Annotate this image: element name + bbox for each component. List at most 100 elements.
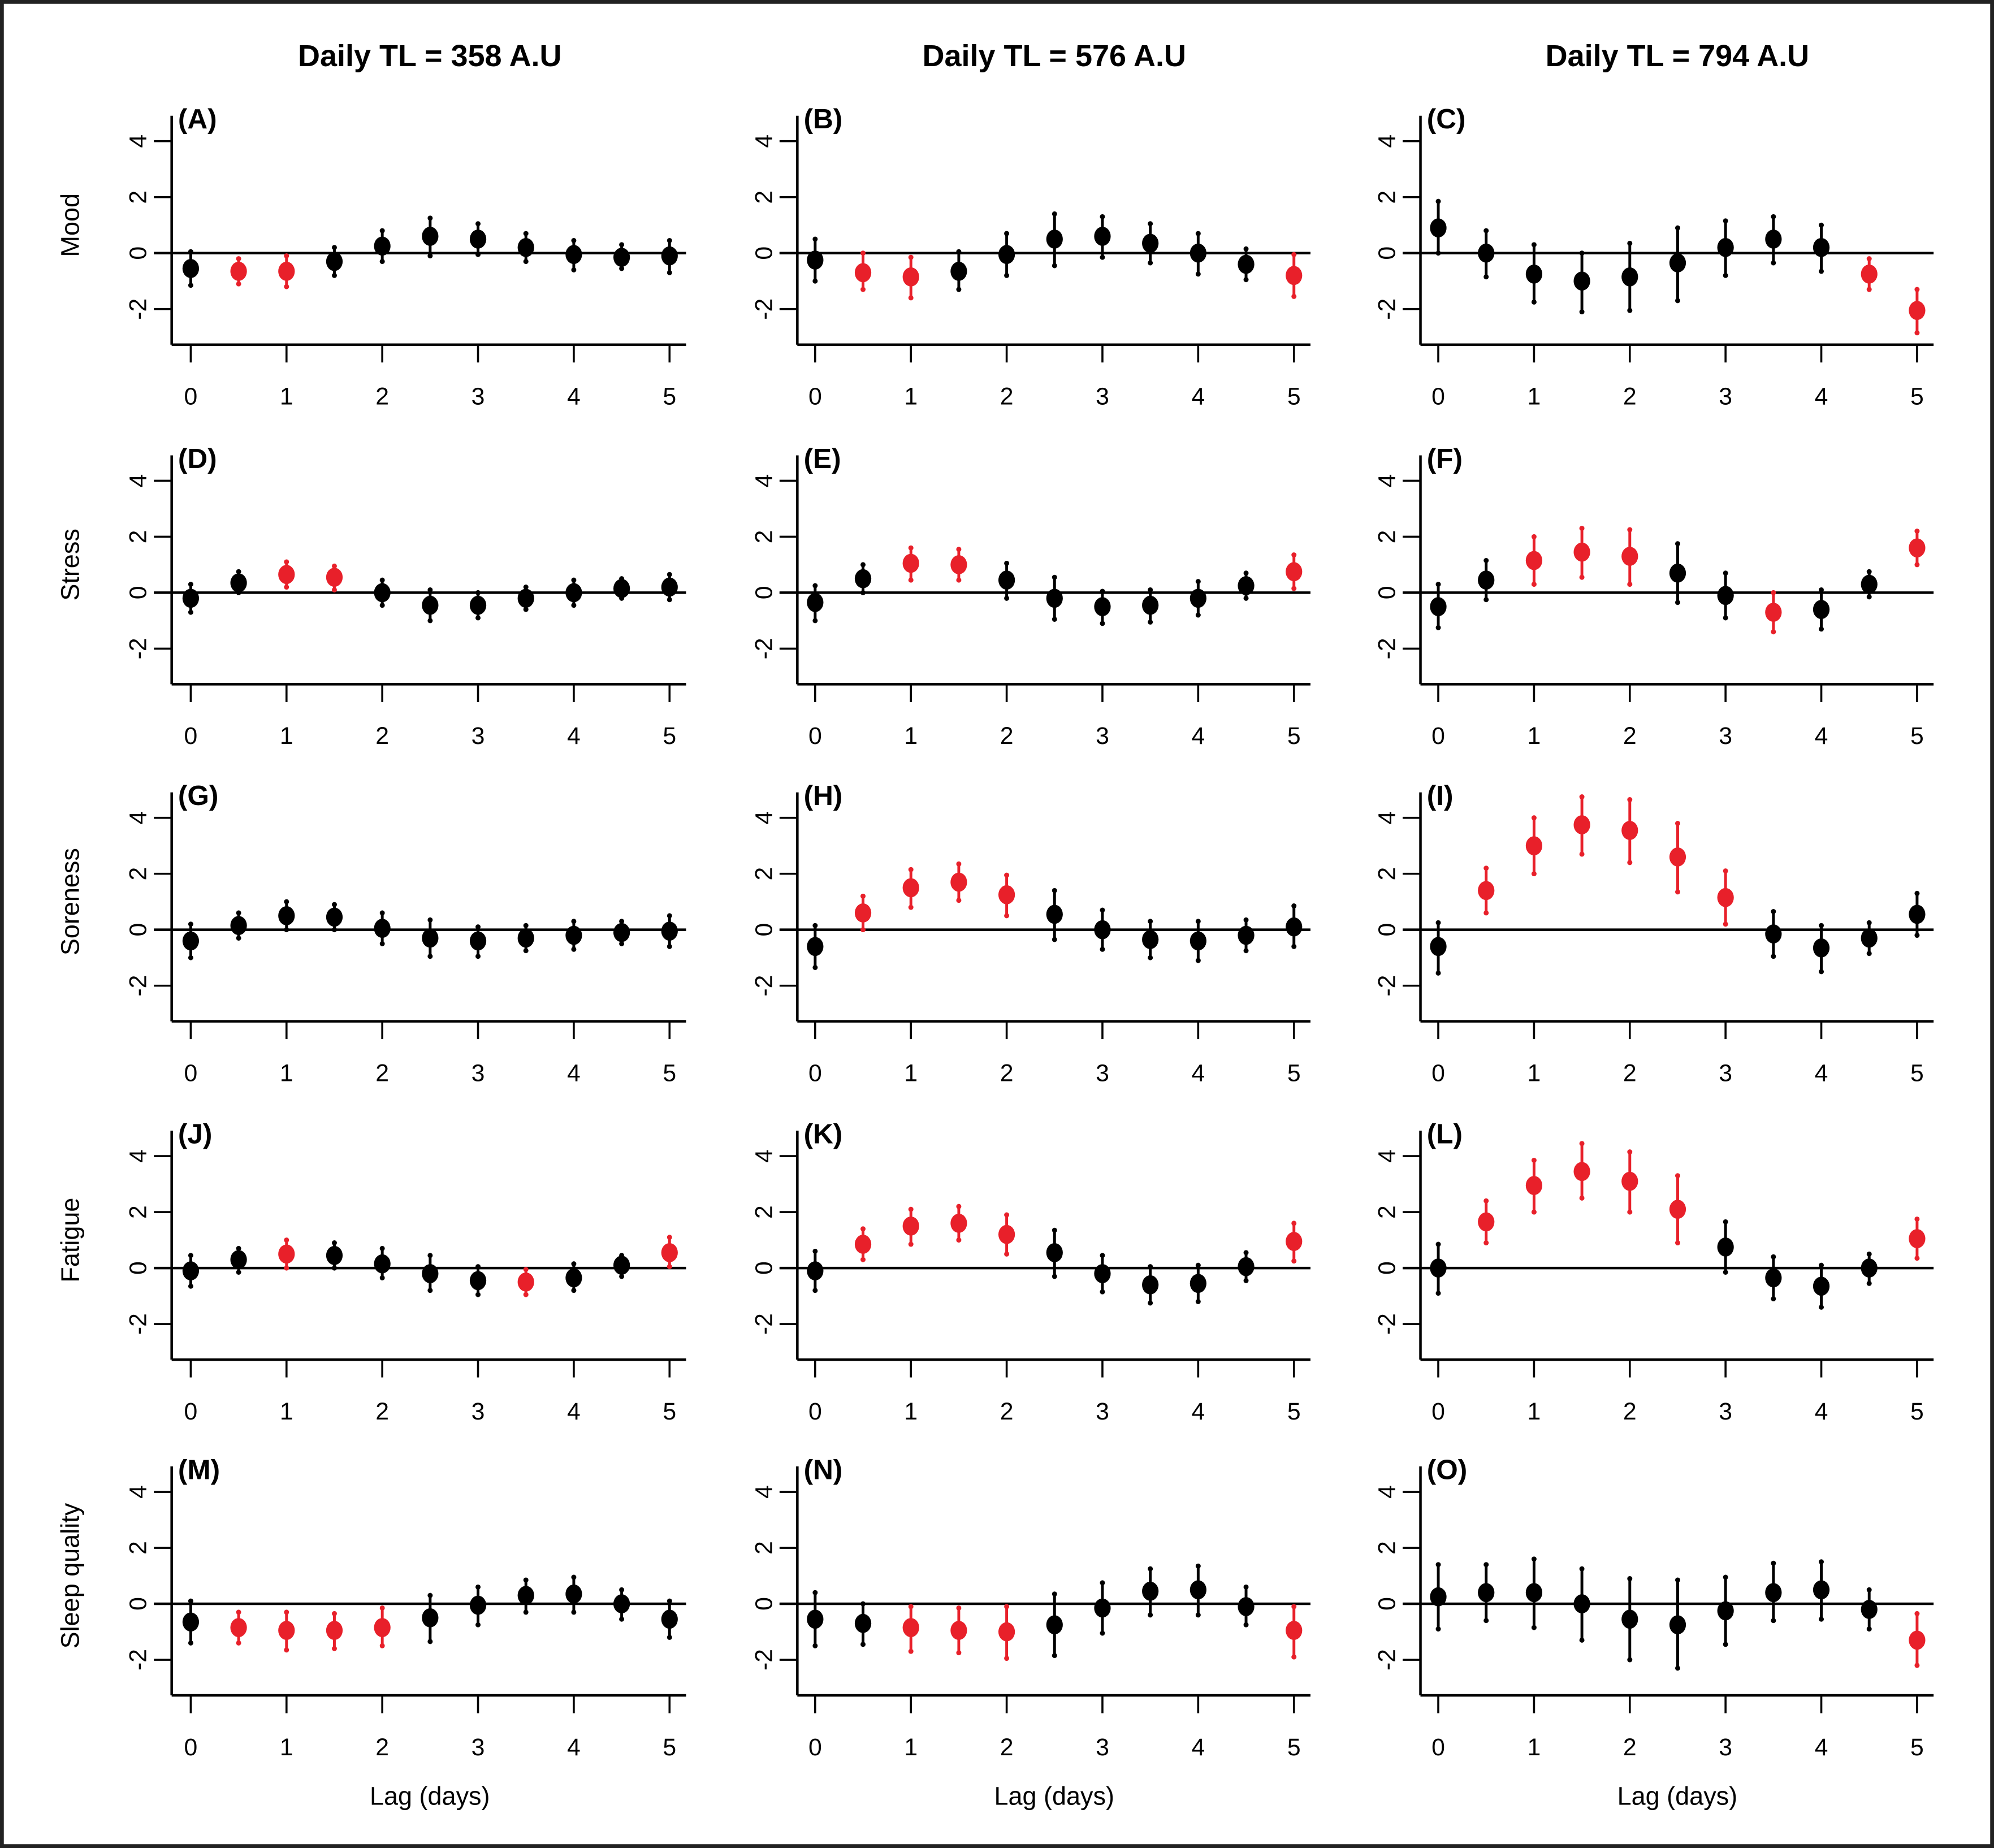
error-bar-cap-lower: [188, 955, 193, 960]
error-bar-cap-lower: [571, 1288, 577, 1293]
data-point: [854, 1235, 872, 1254]
x-tick-label: 3: [472, 1059, 485, 1087]
x-tick-label: 0: [1431, 722, 1445, 750]
y-tick-label: -2: [1374, 298, 1401, 320]
error-bar-cap-lower: [331, 1265, 337, 1271]
error-bar-cap-upper: [284, 899, 289, 904]
error-bar-cap-upper: [1195, 919, 1201, 924]
x-axis-title-1: Lag (days): [370, 1782, 490, 1811]
error-bar-cap-lower: [1531, 582, 1537, 587]
error-bar-point: [854, 1226, 872, 1262]
error-bar-cap-upper: [331, 902, 337, 907]
data-point: [1765, 1268, 1782, 1288]
data-point: [1621, 1609, 1638, 1629]
error-bar-cap-upper: [236, 256, 241, 262]
error-bar-cap-lower: [1819, 969, 1824, 975]
x-tick-label: 4: [1191, 722, 1205, 750]
error-bar-cap-lower: [1675, 889, 1680, 895]
panel-label: (B): [804, 103, 843, 135]
y-tick-label: 4: [1374, 135, 1401, 148]
error-bar-cap-upper: [1819, 1262, 1824, 1268]
error-bar-cap-upper: [812, 923, 818, 928]
error-bar-cap-upper: [908, 1206, 914, 1212]
x-tick-label: 2: [1000, 1398, 1014, 1425]
error-bar-point: [854, 562, 872, 595]
error-bar-cap-upper: [1531, 242, 1537, 248]
error-bar-cap-upper: [1579, 794, 1585, 800]
error-bar-cap-lower: [1004, 1656, 1010, 1661]
error-bar-cap-lower: [1771, 1618, 1776, 1624]
x-tick-label: 4: [1815, 383, 1828, 410]
error-bar-cap-upper: [1483, 557, 1489, 563]
error-bar-cap-lower: [1291, 1654, 1297, 1660]
error-bar-cap-lower: [1819, 269, 1824, 274]
error-bar-point: [1430, 582, 1447, 630]
panel-label: (G): [178, 780, 218, 811]
error-bar-point: [1238, 1584, 1255, 1628]
y-tick-label: -2: [125, 638, 152, 659]
error-bar-cap-lower: [1243, 948, 1249, 954]
x-tick-label: 3: [1719, 1734, 1732, 1761]
error-bar-point: [1238, 246, 1255, 283]
error-bar-cap-lower: [523, 1292, 529, 1297]
error-bar-cap-lower: [1243, 595, 1249, 601]
data-point: [1621, 547, 1638, 566]
row-label-stress: Stress: [55, 529, 84, 601]
x-tick-label: 2: [1623, 722, 1637, 750]
error-bar-cap-lower: [1723, 272, 1728, 278]
error-bar-cap-lower: [284, 927, 289, 933]
error-bar-cap-lower: [908, 577, 914, 583]
error-bar-point: [1813, 587, 1830, 632]
data-point: [469, 595, 487, 615]
error-bar-cap-upper: [1723, 218, 1728, 224]
error-bar-cap-lower: [1291, 293, 1297, 299]
error-bar-cap-upper: [1291, 252, 1297, 257]
error-bar-cap-lower: [427, 253, 433, 259]
error-bar-point: [1478, 1562, 1495, 1624]
data-point: [1238, 925, 1255, 945]
y-tick-label: 2: [750, 1205, 777, 1219]
x-tick-label: 0: [1431, 1398, 1445, 1425]
error-bar-cap-lower: [523, 948, 529, 954]
error-bar-cap-lower: [1531, 299, 1537, 305]
error-bar-cap-upper: [1866, 1587, 1872, 1592]
error-bar-cap-upper: [1004, 560, 1010, 566]
error-bar-cap-upper: [188, 921, 193, 927]
error-bar-cap-lower: [667, 597, 672, 603]
data-point: [1909, 1229, 1926, 1248]
x-tick-label: 2: [1623, 1059, 1637, 1087]
error-bar-cap-lower: [1148, 1300, 1153, 1306]
error-bar-point: [1478, 228, 1495, 280]
data-point: [182, 588, 200, 608]
x-tick-label: 5: [1287, 1398, 1301, 1425]
error-bar-point: [1813, 923, 1830, 975]
x-tick-label: 1: [904, 1734, 918, 1761]
error-bar-cap-upper: [812, 583, 818, 588]
data-point: [469, 1595, 487, 1615]
data-point: [1861, 1258, 1878, 1278]
panel-e: -2 0 2 4 0 1 2 3 4 5 (E): [750, 443, 1310, 750]
error-bar-point: [469, 924, 487, 959]
data-point: [661, 577, 678, 597]
x-tick-label: 3: [1096, 383, 1109, 410]
error-bar-cap-lower: [1914, 562, 1920, 568]
error-bar-cap-lower: [1627, 308, 1633, 313]
data-point: [950, 1214, 967, 1233]
data-point: [1621, 821, 1638, 840]
y-tick-label: 2: [750, 530, 777, 544]
x-tick-label: 3: [472, 1398, 485, 1425]
error-bar-point: [1286, 552, 1303, 591]
x-tick-label: 2: [1623, 1734, 1637, 1761]
error-bar-point: [1478, 865, 1495, 916]
error-bar-point: [278, 899, 295, 933]
error-bar-cap-lower: [1723, 1270, 1728, 1275]
error-bar-point: [854, 893, 872, 933]
y-tick-label: 4: [125, 135, 152, 148]
error-bar-point: [1430, 1562, 1447, 1632]
data-point: [565, 1584, 582, 1604]
data-point: [1909, 301, 1926, 321]
error-bar-point: [1621, 1576, 1638, 1663]
error-bar-cap-upper: [1866, 569, 1872, 574]
error-bar-point: [950, 249, 967, 292]
data-point: [1621, 1171, 1638, 1191]
